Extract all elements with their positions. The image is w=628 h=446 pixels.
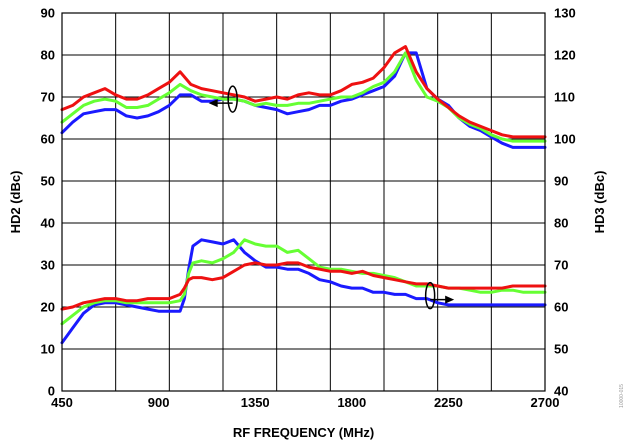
right-y-tick-label: 70	[554, 258, 568, 273]
left-y-tick-label: 0	[48, 384, 55, 399]
left-y-tick-label: 50	[41, 174, 55, 189]
left-y-tick-label: 20	[41, 300, 55, 315]
x-axis-title: RF FREQUENCY (MHz)	[233, 425, 374, 440]
hd2-left-axis-indicator-ellipse	[227, 85, 238, 113]
axis-indicators	[208, 85, 455, 310]
x-tick-label: 450	[51, 395, 73, 410]
left-y-tick-label: 70	[41, 90, 55, 105]
left-y-axis-title: HD2 (dBc)	[8, 171, 23, 234]
hd3-series-blue	[60, 238, 547, 345]
hd2-series-red	[60, 45, 547, 139]
x-tick-label: 900	[148, 395, 170, 410]
left-y-tick-label: 40	[41, 216, 55, 231]
right-y-axis-title: HD3 (dBc)	[592, 171, 607, 234]
right-y-tick-label: 50	[554, 342, 568, 357]
tick-labels: 450 900 1350 1800 2250 2700 0 10 20 30 40 50 60 70 80 9…	[41, 6, 576, 411]
x-tick-label: 1800	[337, 395, 366, 410]
hd3-right-axis-indicator-arrow-head	[445, 295, 455, 304]
right-y-tick-label: 120	[554, 48, 576, 63]
right-y-tick-label: 100	[554, 132, 576, 147]
left-y-tick-label: 90	[41, 6, 55, 21]
x-tick-label: 2250	[434, 395, 463, 410]
right-y-tick-label: 40	[554, 384, 568, 399]
hd3-series-red	[60, 261, 547, 311]
x-tick-label: 2700	[531, 395, 560, 410]
x-tick-label: 1350	[241, 395, 270, 410]
right-y-tick-label: 80	[554, 216, 568, 231]
hd2-series-green	[60, 51, 547, 143]
left-y-tick-label: 80	[41, 48, 55, 63]
series-layer	[60, 45, 547, 345]
right-y-tick-label: 130	[554, 6, 576, 21]
right-y-tick-label: 90	[554, 174, 568, 189]
right-y-tick-label: 60	[554, 300, 568, 315]
hd3-right-axis-indicator-ellipse	[424, 281, 436, 310]
right-y-tick-label: 110	[554, 90, 575, 105]
hd2-left-axis-indicator-arrow-head	[208, 99, 218, 108]
left-y-tick-label: 30	[41, 258, 55, 273]
plot-frame	[61, 12, 546, 392]
left-y-tick-label: 60	[41, 132, 55, 147]
figure-id-note: 10000-015	[619, 384, 625, 408]
left-y-tick-label: 10	[41, 342, 55, 357]
